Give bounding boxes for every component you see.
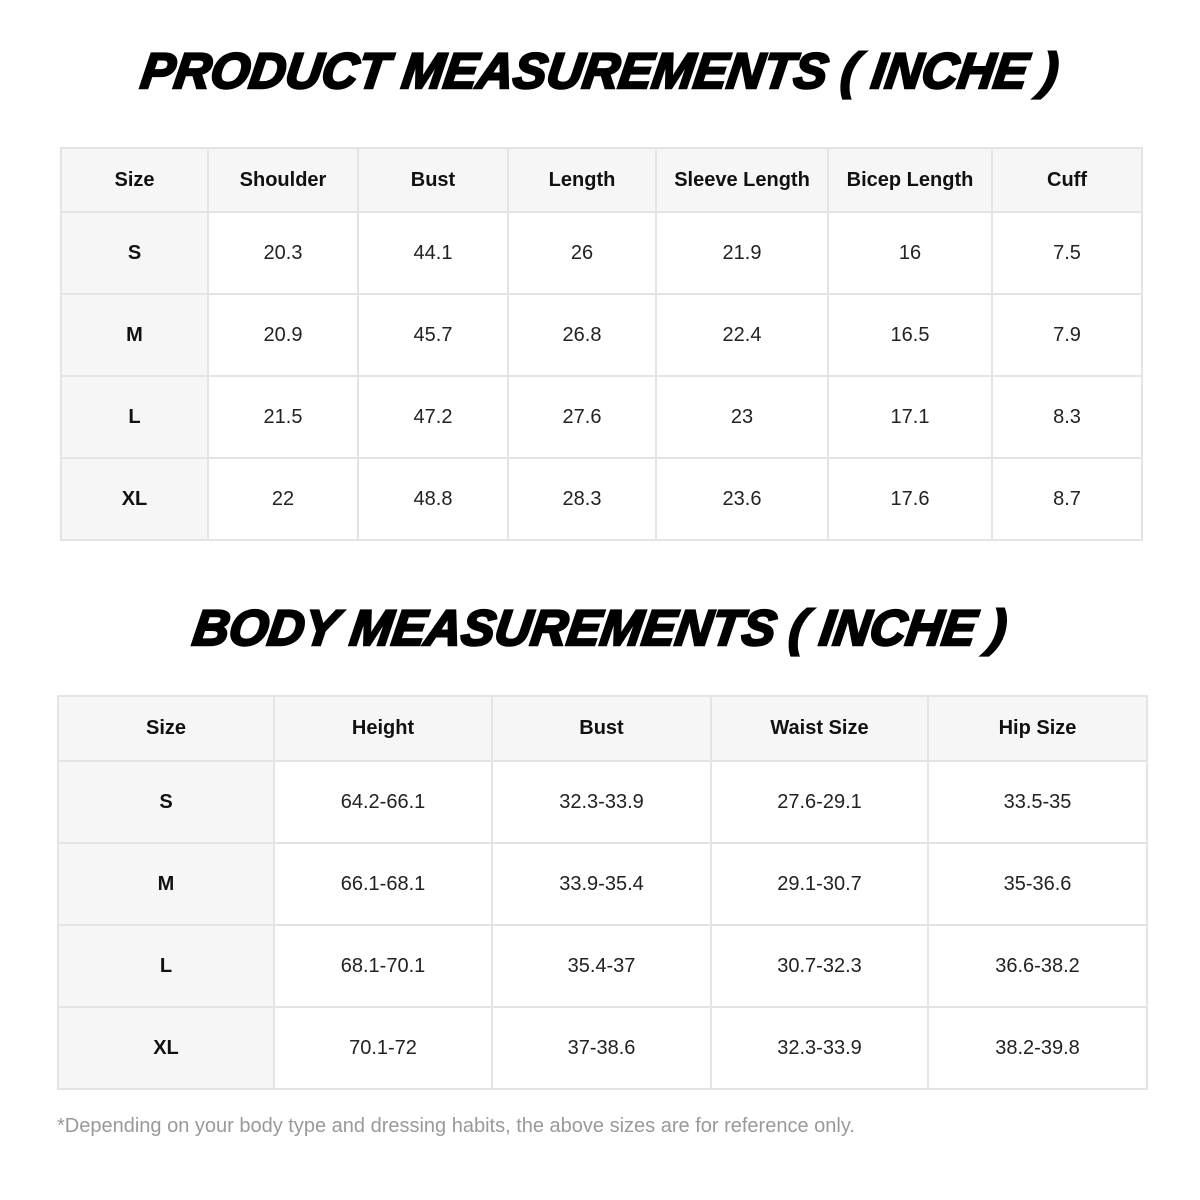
value-cell: 16: [827, 211, 993, 295]
value-cell: 8.7: [991, 457, 1143, 541]
value-cell: 22: [207, 457, 359, 541]
table-row: XL 22 48.8 28.3 23.6 17.6 8.7: [60, 457, 1143, 541]
value-cell: 26.8: [507, 293, 657, 377]
value-cell: 36.6-38.2: [927, 924, 1148, 1008]
column-header: Bicep Length: [827, 147, 993, 213]
table-row: L 68.1-70.1 35.4-37 30.7-32.3 36.6-38.2: [57, 924, 1148, 1008]
value-cell: 68.1-70.1: [273, 924, 493, 1008]
value-cell: 32.3-33.9: [491, 760, 712, 844]
size-cell: XL: [57, 1006, 275, 1090]
value-cell: 16.5: [827, 293, 993, 377]
value-cell: 23: [655, 375, 829, 459]
value-cell: 47.2: [357, 375, 509, 459]
value-cell: 7.5: [991, 211, 1143, 295]
value-cell: 20.3: [207, 211, 359, 295]
value-cell: 27.6-29.1: [710, 760, 929, 844]
size-cell: L: [57, 924, 275, 1008]
column-header: Length: [507, 147, 657, 213]
table-row: S 64.2-66.1 32.3-33.9 27.6-29.1 33.5-35: [57, 760, 1148, 844]
value-cell: 27.6: [507, 375, 657, 459]
value-cell: 44.1: [357, 211, 509, 295]
value-cell: 28.3: [507, 457, 657, 541]
header-row: Size Height Bust Waist Size Hip Size: [57, 695, 1148, 762]
body-measurements-title: BODY MEASUREMENTS ( INCHE ): [188, 599, 1011, 658]
header-row: Size Shoulder Bust Length Sleeve Length Bicep…: [60, 147, 1143, 213]
value-cell: 64.2-66.1: [273, 760, 493, 844]
column-header: Bust: [491, 695, 712, 762]
column-header: Bust: [357, 147, 509, 213]
value-cell: 70.1-72: [273, 1006, 493, 1090]
column-header: Height: [273, 695, 493, 762]
value-cell: 21.5: [207, 375, 359, 459]
size-cell: S: [57, 760, 275, 844]
value-cell: 29.1-30.7: [710, 842, 929, 926]
column-header: Sleeve Length: [655, 147, 829, 213]
table-row: L 21.5 47.2 27.6 23 17.1 8.3: [60, 375, 1143, 459]
value-cell: 30.7-32.3: [710, 924, 929, 1008]
column-header: Size: [57, 695, 275, 762]
value-cell: 22.4: [655, 293, 829, 377]
column-header: Hip Size: [927, 695, 1148, 762]
column-header: Shoulder: [207, 147, 359, 213]
table-row: M 20.9 45.7 26.8 22.4 16.5 7.9: [60, 293, 1143, 377]
value-cell: 35-36.6: [927, 842, 1148, 926]
value-cell: 8.3: [991, 375, 1143, 459]
body-measurements-table: Size Height Bust Waist Size Hip Size S 64.2-66…: [57, 695, 1148, 1090]
value-cell: 45.7: [357, 293, 509, 377]
product-measurements-table: Size Shoulder Bust Length Sleeve Length Bicep…: [60, 147, 1143, 541]
table-row: M 66.1-68.1 33.9-35.4 29.1-30.7 35-36.6: [57, 842, 1148, 926]
value-cell: 48.8: [357, 457, 509, 541]
size-cell: XL: [60, 457, 209, 541]
value-cell: 37-38.6: [491, 1006, 712, 1090]
column-header: Waist Size: [710, 695, 929, 762]
table-row: S 20.3 44.1 26 21.9 16 7.5: [60, 211, 1143, 295]
size-cell: S: [60, 211, 209, 295]
value-cell: 66.1-68.1: [273, 842, 493, 926]
column-header: Size: [60, 147, 209, 213]
value-cell: 26: [507, 211, 657, 295]
value-cell: 7.9: [991, 293, 1143, 377]
value-cell: 23.6: [655, 457, 829, 541]
size-cell: L: [60, 375, 209, 459]
table-row: XL 70.1-72 37-38.6 32.3-33.9 38.2-39.8: [57, 1006, 1148, 1090]
value-cell: 32.3-33.9: [710, 1006, 929, 1090]
disclaimer-note: *Depending on your body type and dressin…: [57, 1115, 855, 1137]
value-cell: 20.9: [207, 293, 359, 377]
size-cell: M: [60, 293, 209, 377]
value-cell: 35.4-37: [491, 924, 712, 1008]
value-cell: 17.6: [827, 457, 993, 541]
value-cell: 38.2-39.8: [927, 1006, 1148, 1090]
value-cell: 33.9-35.4: [491, 842, 712, 926]
value-cell: 21.9: [655, 211, 829, 295]
size-cell: M: [57, 842, 275, 926]
value-cell: 33.5-35: [927, 760, 1148, 844]
column-header: Cuff: [991, 147, 1143, 213]
product-measurements-title: PRODUCT MEASUREMENTS ( INCHE ): [136, 42, 1063, 101]
value-cell: 17.1: [827, 375, 993, 459]
